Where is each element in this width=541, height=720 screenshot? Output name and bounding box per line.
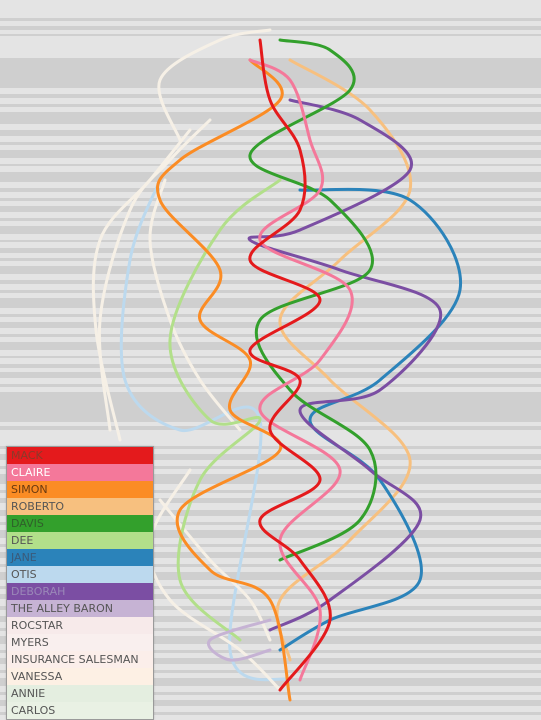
scene-band [0, 150, 541, 158]
legend-item-simon[interactable]: SIMON [7, 481, 153, 498]
legend-item-roberto[interactable]: ROBERTO [7, 498, 153, 515]
legend-item-vanessa[interactable]: VANESSA [7, 668, 153, 685]
legend: MACK CLAIRE SIMON ROBERTO DAVIS DEE JANE OTIS DE… [6, 446, 154, 720]
legend-item-myers[interactable]: MYERS [7, 634, 153, 651]
storyline-davis[interactable] [248, 38, 378, 562]
legend-item-davis[interactable]: DAVIS [7, 515, 153, 532]
storyline-annie[interactable] [91, 128, 192, 442]
legend-item-insurance-salesman[interactable]: INSURANCE SALESMAN [7, 651, 153, 668]
scene-band [0, 572, 541, 580]
scene-band [0, 26, 541, 30]
scene-band [0, 552, 541, 558]
scene-band [0, 290, 541, 293]
scene-band [0, 474, 541, 484]
scene-band [0, 678, 541, 686]
scene-band [0, 466, 541, 469]
storyline-jane[interactable] [278, 187, 463, 652]
scene-band [0, 446, 541, 449]
storyline-roberto[interactable] [275, 58, 413, 662]
storyline-carlos[interactable] [97, 118, 212, 432]
scene-band [0, 258, 541, 261]
scene-band [0, 700, 541, 706]
scene-band [0, 58, 541, 88]
legend-item-claire[interactable]: CLAIRE [7, 464, 153, 481]
scene-band [0, 298, 541, 308]
scene-band [0, 586, 541, 589]
scene-band [0, 356, 541, 358]
storyline-the-alley-baron[interactable] [207, 618, 272, 662]
scene-band [0, 142, 541, 145]
legend-item-deborah[interactable]: DEBORAH [7, 583, 153, 600]
scene-band [0, 18, 541, 21]
legend-item-mack[interactable]: MACK [7, 447, 153, 464]
storyline-insurance-salesman[interactable] [148, 178, 242, 432]
scene-band [0, 172, 541, 182]
storyline-simon[interactable] [156, 58, 292, 702]
scene-band [0, 280, 541, 284]
scene-band [0, 34, 541, 36]
storyline-otis[interactable] [119, 178, 292, 682]
scene-band [0, 392, 541, 422]
scene-band [0, 670, 541, 673]
scene-band [0, 240, 541, 242]
scene-band [0, 384, 541, 387]
scene-band [0, 658, 541, 664]
legend-item-annie[interactable]: ANNIE [7, 685, 153, 702]
scene-band [0, 218, 541, 221]
storyline-vanessa[interactable] [147, 468, 282, 692]
scene-band [0, 226, 541, 234]
scene-band [0, 544, 541, 547]
scene-band [0, 94, 541, 98]
storyline-deborah[interactable] [247, 98, 443, 632]
scene-band [0, 522, 541, 525]
scene-band [0, 594, 541, 599]
scene-band [0, 188, 541, 192]
scene-band [0, 130, 541, 136]
scene-band [0, 564, 541, 567]
legend-item-the-alley-baron[interactable]: THE ALLEY BARON [7, 600, 153, 617]
scene-band [0, 104, 541, 107]
scene-band [0, 314, 541, 317]
scene-band [0, 342, 541, 350]
legend-item-jane[interactable]: JANE [7, 549, 153, 566]
scene-band [0, 164, 541, 166]
scene-band [0, 498, 541, 503]
character-lines [91, 28, 463, 702]
legend-item-dee[interactable]: DEE [7, 532, 153, 549]
scene-band [0, 454, 541, 460]
scene-band [0, 692, 541, 695]
scene-band [0, 372, 541, 378]
legend-item-carlos[interactable]: CARLOS [7, 702, 153, 719]
scene-band [0, 712, 541, 715]
scene-band [0, 510, 541, 516]
storyline-rocstar[interactable] [157, 28, 272, 142]
scene-band [0, 322, 541, 328]
scene-band [0, 206, 541, 212]
scene-band [0, 650, 541, 653]
scene-band [0, 530, 541, 538]
scene-band [0, 606, 541, 610]
legend-item-otis[interactable]: OTIS [7, 566, 153, 583]
legend-item-rocstar[interactable]: ROCSTAR [7, 617, 153, 634]
scene-band [0, 112, 541, 124]
scene-band [0, 198, 541, 201]
scene-band [0, 490, 541, 493]
storyline-mack[interactable] [248, 38, 332, 692]
scene-band [0, 266, 541, 274]
